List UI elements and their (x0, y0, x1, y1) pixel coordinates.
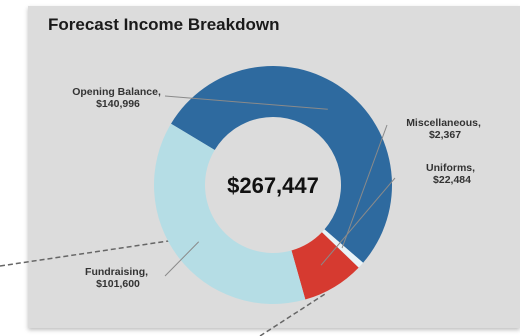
chart-title: Forecast Income Breakdown (48, 15, 280, 34)
slice-miscellaneous (321, 229, 364, 268)
leader-lines (164, 95, 396, 277)
leader-line-fundraising (164, 241, 200, 277)
label-uniforms: Uniforms, $22,484 (426, 162, 478, 186)
slice-uniforms (291, 232, 359, 300)
center-total: $267,447 (227, 173, 319, 198)
leader-line-uniforms (320, 177, 396, 266)
label-miscellaneous: Miscellaneous, $2,367 (406, 117, 484, 141)
dashed-connector-left (0, 239, 176, 267)
leader-line-miscellaneous (341, 124, 388, 249)
donut-slices (153, 66, 392, 304)
slice-fundraising (153, 123, 306, 304)
label-opening-balance: Opening Balance, $140,996 (72, 86, 164, 110)
leader-line-opening-balance (164, 95, 328, 110)
dashed-connector-bottom (259, 293, 326, 336)
label-fundraising: Fundraising, $101,600 (85, 266, 151, 290)
slice-opening-balance (170, 66, 392, 263)
